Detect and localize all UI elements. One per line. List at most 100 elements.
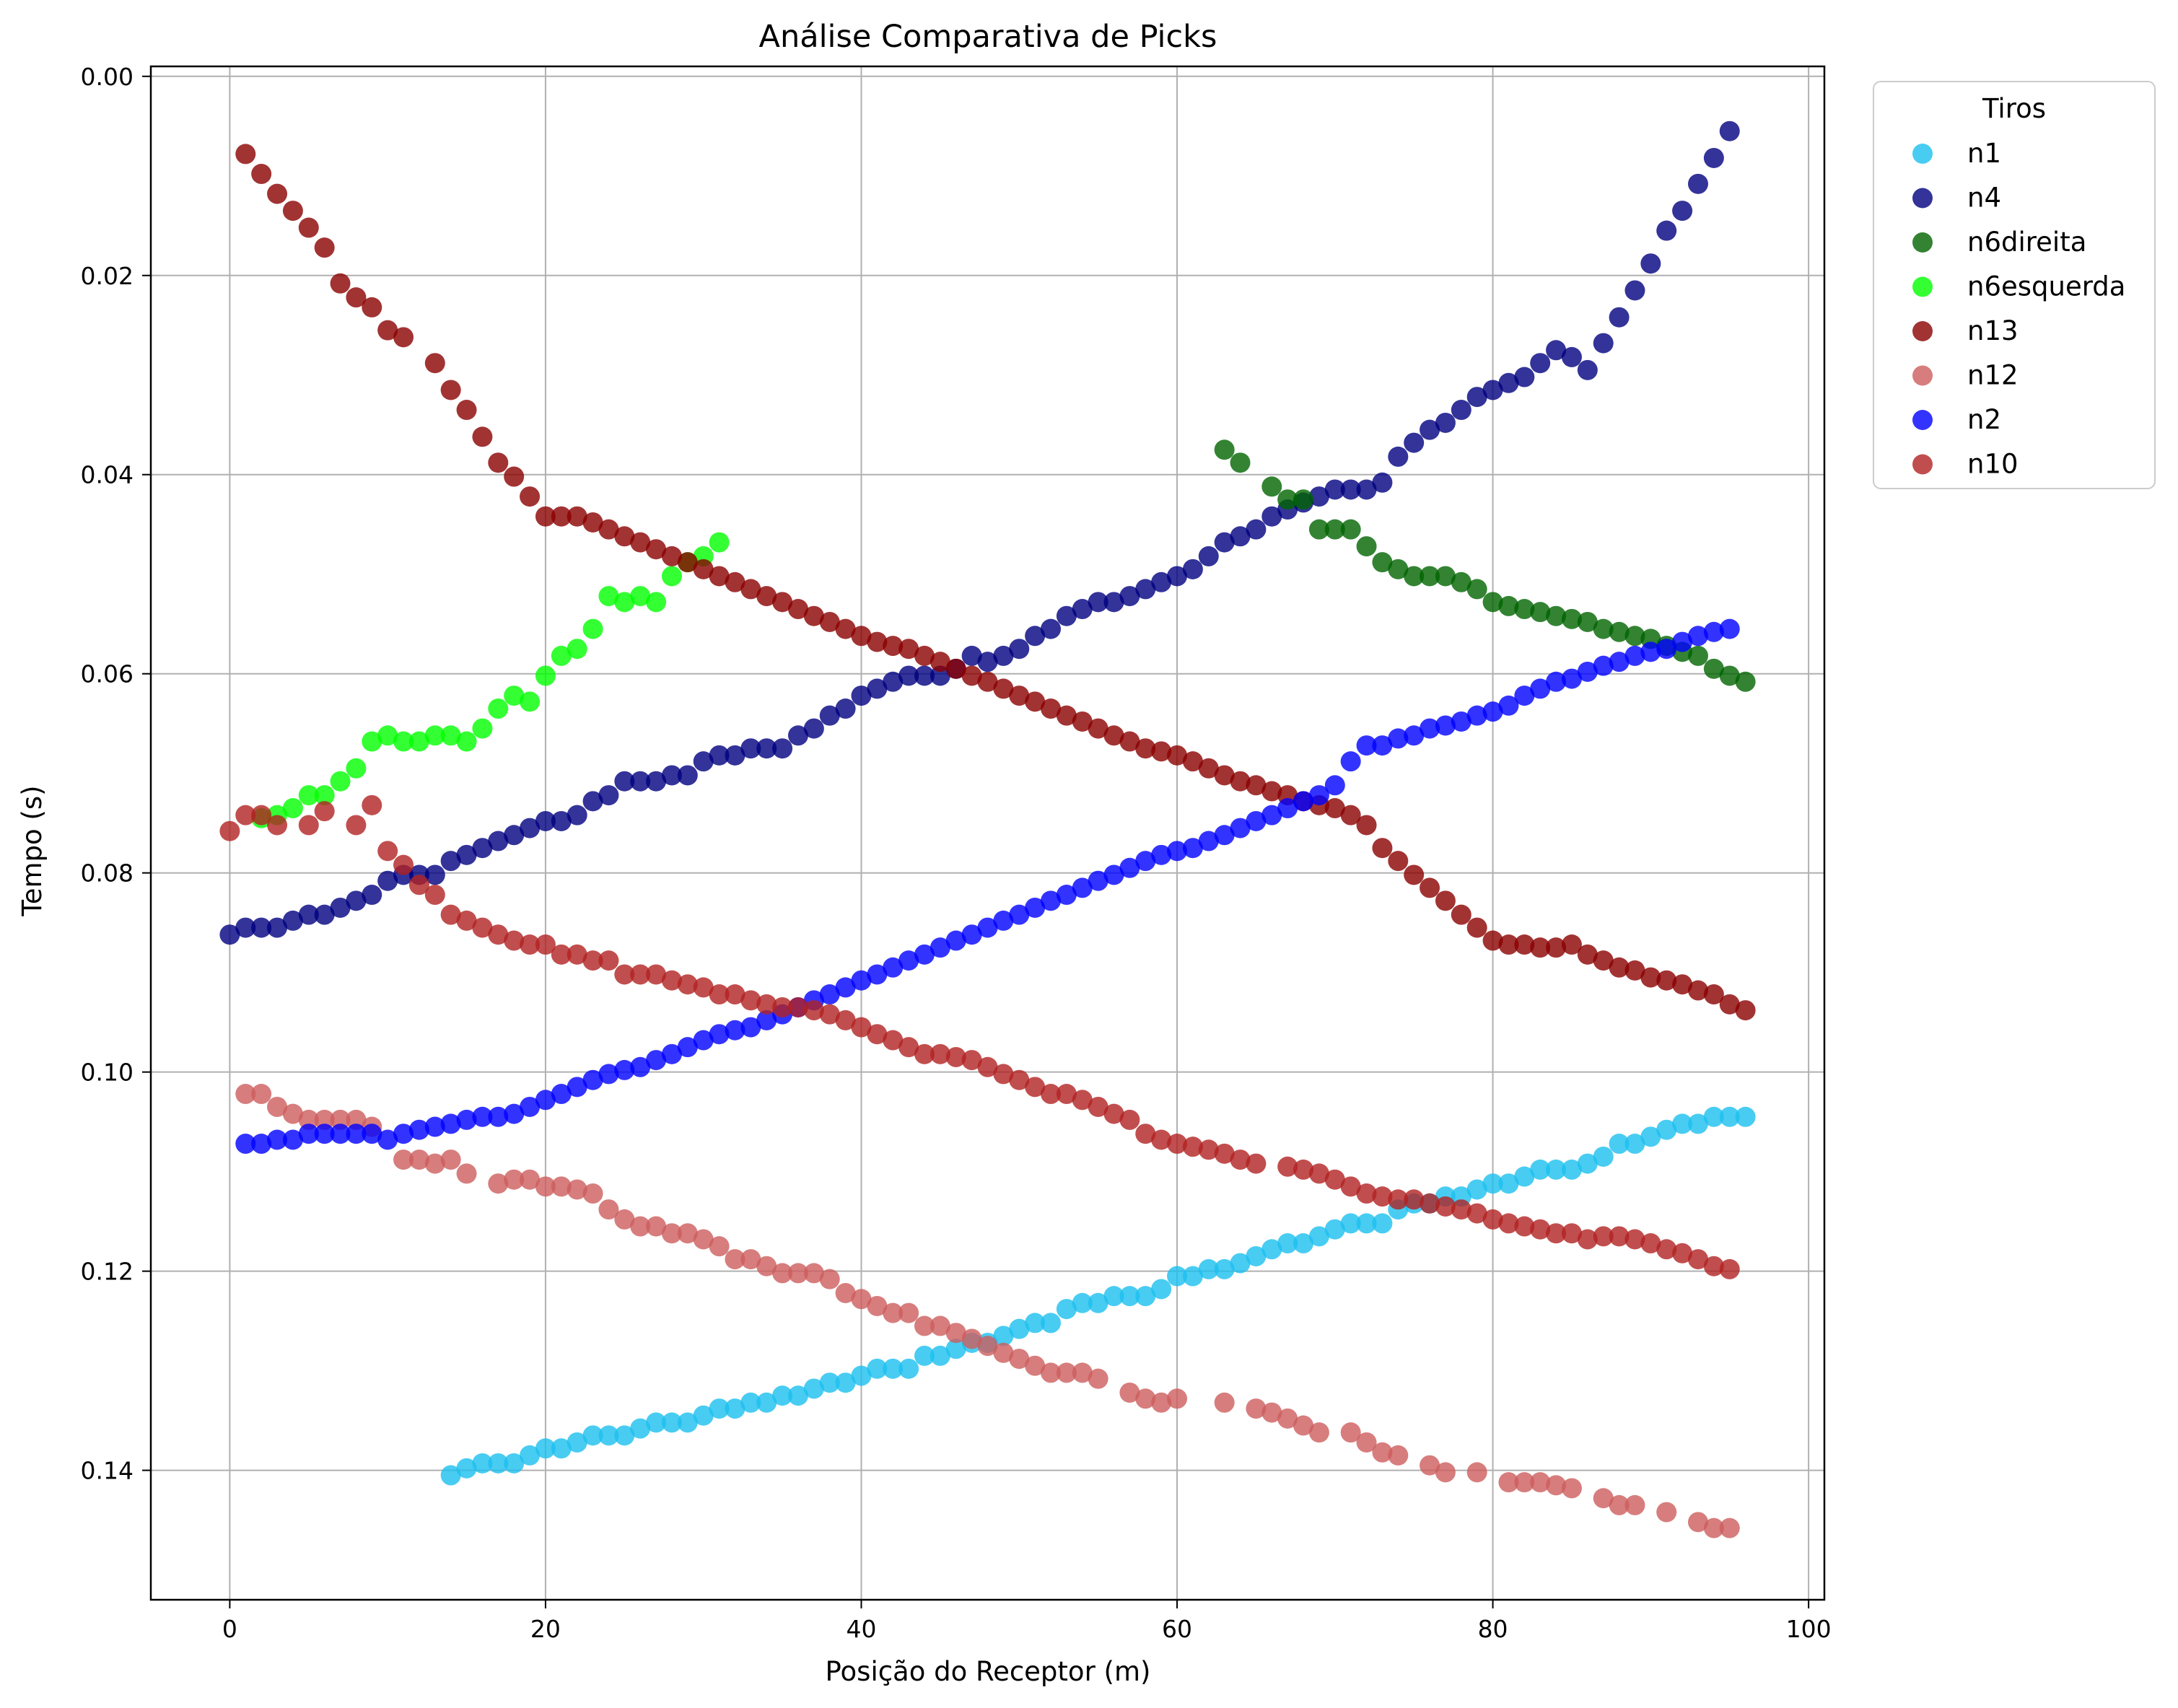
- data-point-n13: [1609, 957, 1630, 978]
- data-point-n6direita: [1624, 626, 1645, 647]
- data-point-n12: [1277, 1408, 1298, 1429]
- data-point-n12: [1466, 1462, 1487, 1483]
- data-point-n12: [1372, 1442, 1393, 1463]
- data-point-n2: [1340, 751, 1361, 772]
- data-point-n4: [1308, 486, 1329, 507]
- data-point-n1: [1624, 1134, 1645, 1155]
- data-point-n4: [961, 645, 982, 666]
- data-point-n10: [977, 1056, 998, 1077]
- data-point-n10: [1198, 1139, 1219, 1160]
- data-point-n2: [582, 1069, 603, 1090]
- data-point-n13: [1088, 718, 1108, 739]
- data-point-n10: [219, 820, 240, 841]
- data-point-n10: [1546, 1223, 1567, 1244]
- data-point-n12: [1135, 1388, 1156, 1409]
- data-point-n4: [1167, 566, 1188, 587]
- data-point-n2: [835, 977, 856, 998]
- data-point-n2: [614, 1059, 635, 1080]
- data-point-n12: [330, 1109, 351, 1130]
- data-point-n4: [740, 738, 761, 759]
- data-point-n10: [1435, 1196, 1456, 1217]
- data-point-n2: [1687, 626, 1708, 647]
- data-point-n2: [1356, 735, 1377, 756]
- data-point-n1: [551, 1438, 572, 1459]
- data-point-n4: [1056, 605, 1077, 626]
- data-point-n10: [772, 997, 793, 1017]
- data-point-n6direita: [1482, 592, 1503, 613]
- data-point-n13: [1167, 745, 1188, 766]
- data-point-n13: [661, 546, 682, 566]
- data-point-n6esquerda: [362, 731, 382, 752]
- legend-marker-n6direita: [1912, 232, 1933, 253]
- data-point-n6esquerda: [520, 691, 541, 712]
- data-point-n6direita: [1372, 552, 1393, 573]
- data-point-n12: [1340, 1422, 1361, 1443]
- data-point-n12: [1308, 1422, 1329, 1443]
- data-point-n12: [740, 1249, 761, 1270]
- data-point-n10: [456, 910, 477, 931]
- data-point-n2: [330, 1124, 351, 1144]
- legend-label-n2: n2: [1967, 404, 2001, 435]
- data-point-n10: [725, 984, 745, 1005]
- data-point-n6direita: [1435, 566, 1456, 587]
- data-point-n4: [440, 851, 461, 872]
- data-point-n2: [677, 1037, 698, 1058]
- legend-marker-n4: [1912, 188, 1933, 209]
- data-point-n13: [567, 506, 587, 527]
- data-point-n2: [945, 930, 966, 951]
- data-point-n1: [1308, 1226, 1329, 1247]
- data-point-n4: [1340, 479, 1361, 500]
- data-point-n1: [1277, 1233, 1298, 1254]
- data-point-n10: [835, 1010, 856, 1030]
- data-point-n1: [1103, 1286, 1124, 1307]
- data-point-n10: [1640, 1233, 1661, 1254]
- data-point-n2: [1514, 686, 1535, 706]
- data-point-n1: [1466, 1179, 1487, 1200]
- data-point-n4: [1687, 173, 1708, 194]
- data-point-n12: [1009, 1349, 1030, 1370]
- data-point-n2: [314, 1124, 335, 1144]
- data-point-n6direita: [1388, 559, 1409, 579]
- x-tick-label: 80: [1478, 1615, 1508, 1643]
- data-point-n1: [1214, 1258, 1235, 1279]
- data-point-n2: [346, 1124, 367, 1144]
- data-point-n1: [1293, 1233, 1314, 1254]
- series-n13: [235, 144, 1756, 1021]
- legend: Tiros n1 n4 n6direita n6esquerda n13 n12 n2 n10: [1873, 81, 2156, 489]
- data-point-n10: [1230, 1149, 1251, 1170]
- series-n4: [219, 121, 1740, 945]
- data-point-n13: [1230, 771, 1251, 792]
- data-point-n12: [693, 1229, 714, 1250]
- data-point-n2: [1498, 695, 1519, 716]
- data-point-n6esquerda: [298, 785, 319, 806]
- data-point-n12: [945, 1323, 966, 1344]
- data-point-n13: [1151, 741, 1172, 762]
- legend-marker-n10: [1912, 454, 1933, 475]
- data-point-n10: [867, 1024, 888, 1045]
- data-point-n4: [424, 864, 445, 885]
- data-point-n13: [835, 618, 856, 639]
- data-point-n2: [1593, 655, 1614, 676]
- data-point-n6direita: [1514, 599, 1535, 620]
- data-point-n12: [1025, 1355, 1046, 1376]
- data-point-n2: [819, 984, 840, 1005]
- data-point-n4: [1451, 400, 1471, 421]
- data-point-n13: [1372, 838, 1393, 859]
- data-point-n12: [1388, 1445, 1409, 1466]
- data-point-n2: [235, 1134, 256, 1155]
- data-point-n1: [1719, 1106, 1740, 1127]
- data-point-n10: [646, 964, 667, 985]
- data-point-n4: [251, 917, 272, 938]
- data-point-n2: [1451, 711, 1471, 732]
- data-point-n2: [377, 1129, 398, 1150]
- data-point-n1: [740, 1392, 761, 1413]
- data-point-n12: [1719, 1518, 1740, 1538]
- data-point-n1: [930, 1345, 950, 1366]
- data-point-n6direita: [1561, 608, 1582, 629]
- data-point-n4: [1561, 346, 1582, 367]
- data-point-n12: [1119, 1382, 1140, 1403]
- data-point-n2: [1640, 641, 1661, 662]
- data-point-n1: [677, 1412, 698, 1433]
- data-point-n13: [267, 183, 288, 204]
- data-point-n10: [535, 934, 556, 955]
